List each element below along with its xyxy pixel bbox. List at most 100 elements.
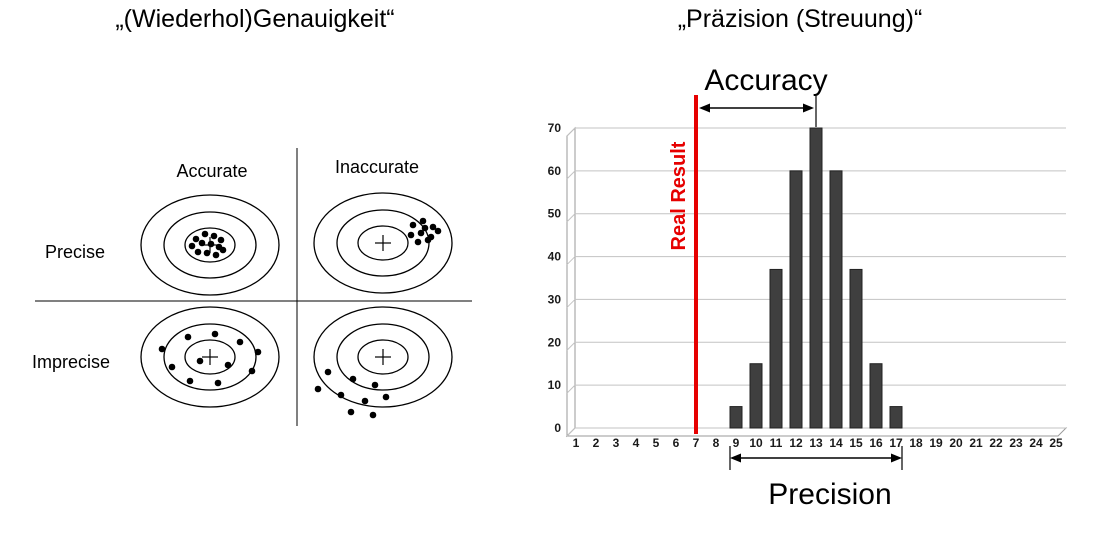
row-label-precise: Precise	[44, 242, 106, 262]
gridline-wall	[566, 213, 576, 223]
x-tick-label: 1	[573, 436, 580, 450]
shot-dot-imprecise-accurate	[168, 363, 176, 371]
x-tick-label: 7	[693, 436, 700, 450]
real-result-label: Real Result	[668, 141, 690, 251]
shot-dot-precise-inaccurate	[424, 236, 432, 244]
shot-dot-imprecise-inaccurate	[337, 391, 345, 399]
shot-dot-imprecise-accurate	[196, 357, 204, 365]
x-tick-label: 5	[653, 436, 660, 450]
y-tick-label: 50	[548, 207, 562, 221]
y-tick-label: 30	[548, 292, 562, 306]
shot-dot-imprecise-accurate	[248, 367, 256, 375]
x-tick-label: 3	[613, 436, 620, 450]
shot-dot-imprecise-inaccurate	[369, 411, 377, 419]
x-tick-label: 11	[770, 436, 783, 450]
x-tick-label: 13	[809, 436, 823, 450]
bar-column	[889, 406, 903, 429]
shot-dot-precise-accurate	[203, 249, 211, 257]
y-tick-label: 10	[548, 378, 562, 392]
y-tick-label: 40	[548, 250, 562, 264]
bar-column	[809, 127, 823, 429]
row-label-imprecise: Imprecise	[31, 352, 111, 372]
shot-dot-precise-inaccurate	[419, 217, 427, 225]
shot-dot-imprecise-inaccurate	[382, 393, 390, 401]
x-tick-label: 6	[673, 436, 680, 450]
column-label-accurate: Accurate	[176, 161, 248, 181]
shot-dot-precise-inaccurate	[417, 229, 425, 237]
shot-dot-imprecise-inaccurate	[361, 397, 369, 405]
shot-dot-precise-inaccurate	[421, 224, 429, 232]
shot-dot-imprecise-accurate	[224, 361, 232, 369]
gridline-wall	[566, 341, 576, 351]
shot-dot-precise-accurate	[188, 242, 196, 250]
y-tick-label: 70	[548, 121, 562, 135]
x-tick-label: 2	[593, 436, 600, 450]
shot-dot-imprecise-inaccurate	[347, 408, 355, 416]
accuracy-arrowhead-left	[699, 103, 710, 113]
x-tick-label: 17	[889, 436, 903, 450]
x-tick-label: 20	[949, 436, 963, 450]
bar-column	[849, 268, 863, 429]
shot-dot-precise-accurate	[210, 232, 218, 240]
shot-dot-imprecise-accurate	[186, 377, 194, 385]
precision-arrowhead-right	[891, 453, 902, 463]
shot-dot-imprecise-inaccurate	[349, 375, 357, 383]
x-tick-label: 19	[929, 436, 943, 450]
shot-dot-precise-accurate	[194, 248, 202, 256]
gridline-wall	[566, 384, 576, 394]
gridline-wall	[566, 256, 576, 265]
shot-dot-precise-accurate	[198, 239, 206, 247]
target-ring-precise-inaccurate	[357, 225, 409, 261]
target-ring-precise-accurate	[140, 194, 280, 296]
target-ring-precise-inaccurate	[313, 192, 453, 294]
shot-dot-precise-accurate	[207, 240, 215, 248]
shot-dot-precise-inaccurate	[429, 223, 437, 231]
precision-label: Precision	[768, 478, 892, 511]
x-tick-label: 25	[1049, 436, 1063, 450]
right-panel-title: „Präzision (Streuung)“	[677, 5, 923, 33]
gridline-wall	[566, 427, 576, 437]
shot-dot-imprecise-accurate	[184, 333, 192, 341]
target-ring-imprecise-inaccurate	[313, 306, 453, 408]
x-tick-label: 10	[749, 436, 763, 450]
shot-dot-imprecise-accurate	[236, 338, 244, 346]
shot-dot-imprecise-inaccurate	[314, 385, 322, 393]
column-label-inaccurate: Inaccurate	[334, 157, 420, 177]
x-tick-label: 14	[829, 436, 843, 450]
left-panel-title: „(Wiederhol)Genauigkeit“	[115, 5, 395, 33]
target-ring-precise-accurate	[163, 211, 257, 279]
shot-dot-imprecise-accurate	[214, 379, 222, 387]
shot-dot-precise-inaccurate	[434, 227, 442, 235]
shot-dot-precise-accurate	[201, 230, 209, 238]
y-tick-label: 20	[548, 335, 562, 349]
accuracy-label: Accuracy	[704, 64, 828, 97]
shot-dot-imprecise-accurate	[211, 330, 219, 338]
x-tick-label: 9	[733, 436, 740, 450]
target-ring-precise-accurate	[184, 227, 236, 263]
x-tick-label: 15	[849, 436, 863, 450]
shot-dot-precise-accurate	[212, 251, 220, 259]
x-tick-label: 12	[789, 436, 803, 450]
bar-column	[729, 406, 743, 429]
x-tick-label: 8	[713, 436, 720, 450]
bar-column	[769, 268, 783, 429]
chart-floor	[565, 427, 1068, 437]
x-tick-label: 16	[869, 436, 883, 450]
gridline-wall	[566, 299, 576, 308]
target-ring-imprecise-accurate	[184, 339, 236, 375]
precision-arrowhead-left	[730, 453, 741, 463]
shot-dot-imprecise-inaccurate	[324, 368, 332, 376]
bar-column	[829, 170, 843, 429]
x-tick-label: 23	[1009, 436, 1023, 450]
shot-dot-imprecise-inaccurate	[371, 381, 379, 389]
y-tick-label: 0	[554, 421, 561, 435]
target-ring-imprecise-inaccurate	[357, 339, 409, 375]
bar-column	[749, 363, 763, 429]
shot-dot-precise-accurate	[192, 235, 200, 243]
x-tick-label: 18	[909, 436, 923, 450]
shot-dot-imprecise-accurate	[254, 348, 262, 356]
x-tick-label: 24	[1029, 436, 1043, 450]
gridline-wall	[566, 170, 576, 180]
